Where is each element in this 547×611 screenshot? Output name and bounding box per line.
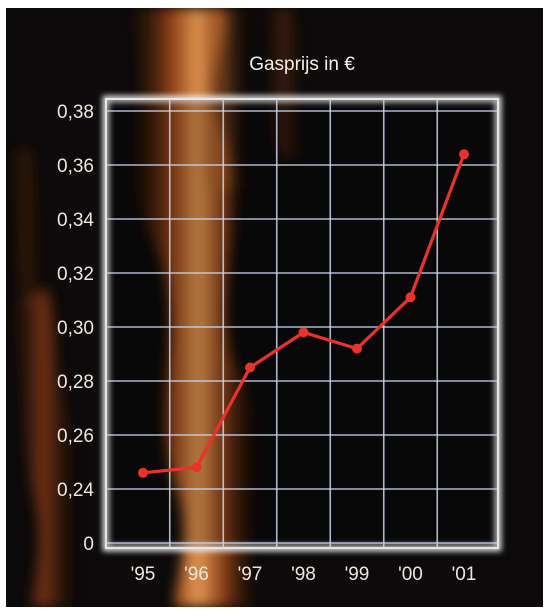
y-tick-label: 0,30 (57, 318, 94, 339)
x-tick-label: '00 (398, 564, 423, 585)
x-tick-label: '96 (184, 564, 209, 585)
y-tick-labels: 0 0,24 0,26 0,28 0,30 0,32 0,34 0,36 0,38 (57, 102, 94, 555)
chart-title: Gasprijs in € (249, 54, 355, 75)
y-tick-label: 0,28 (57, 372, 94, 393)
data-point (191, 462, 202, 473)
grid-lines (106, 99, 498, 548)
x-tick-label: '99 (345, 564, 370, 585)
data-point (298, 327, 309, 338)
x-tick-label: '97 (238, 564, 263, 585)
x-tick-labels: '95 '96 '97 '98 '99 '00 '01 (131, 564, 477, 585)
chart-figure: 0 0,24 0,26 0,28 0,30 0,32 0,34 0,36 0,38 '95 '96… (6, 8, 543, 607)
line-chart: 0 0,24 0,26 0,28 0,30 0,32 0,34 0,36 0,38 '95 '96… (6, 8, 502, 607)
series-line-layer (138, 149, 469, 478)
flame-background (6, 8, 306, 607)
y-tick-label: 0,32 (57, 264, 94, 285)
y-tick-label: 0,24 (57, 480, 94, 501)
x-tick-label: '95 (131, 564, 156, 585)
data-point (245, 362, 255, 373)
x-tick-label: '01 (452, 564, 477, 585)
y-tick-label: 0,38 (57, 102, 94, 123)
y-tick-label: 0,34 (57, 210, 94, 231)
data-point (405, 292, 416, 303)
x-tick-label: '98 (291, 564, 316, 585)
data-point (352, 343, 362, 354)
y-tick-label: 0,36 (57, 156, 94, 177)
y-tick-label: 0 (83, 534, 94, 555)
data-point (459, 149, 469, 160)
y-tick-label: 0,26 (57, 426, 94, 447)
plot-area (105, 98, 499, 549)
data-point (138, 467, 148, 478)
